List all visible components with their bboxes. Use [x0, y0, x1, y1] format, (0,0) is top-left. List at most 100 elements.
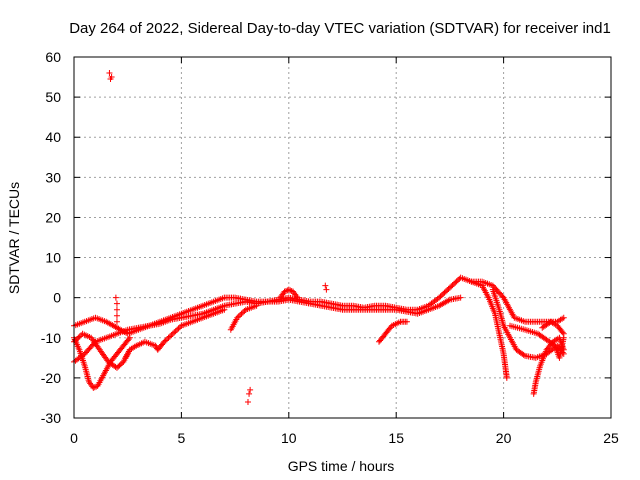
x-tick-label: 25	[603, 430, 619, 446]
data-point	[282, 287, 289, 294]
series-bump-10	[277, 286, 301, 301]
series-lower-trail	[122, 306, 228, 361]
data-point	[113, 318, 120, 325]
data-point	[503, 374, 510, 381]
data-point	[172, 328, 179, 335]
grid	[73, 56, 612, 419]
data-point	[457, 294, 464, 301]
y-tick-label: 0	[53, 290, 61, 306]
data-point	[453, 278, 460, 285]
y-tick-label: 50	[45, 89, 61, 105]
data-point	[437, 293, 444, 300]
data-point	[161, 338, 168, 345]
data-point	[108, 74, 115, 81]
data-point	[322, 282, 329, 289]
data-point	[445, 285, 452, 292]
x-tick-label: 10	[281, 430, 297, 446]
data-point	[160, 340, 167, 347]
data-point	[246, 390, 253, 397]
data-point	[452, 279, 459, 286]
data-point	[499, 293, 506, 300]
data-point	[239, 309, 246, 316]
data-point	[165, 334, 172, 341]
tick-labels: 0 5 10 15 20 25 -30 -20 -10 0 10 20 30 40 50 60	[41, 49, 619, 446]
data-point	[235, 313, 242, 320]
data-point	[287, 287, 294, 294]
data-point	[253, 302, 260, 309]
data-point	[244, 398, 251, 405]
x-tick-label: 15	[388, 430, 404, 446]
data-point	[169, 330, 176, 337]
data-point	[446, 284, 453, 291]
data-point	[440, 290, 447, 297]
data-point	[73, 336, 80, 343]
series-dip-7	[227, 302, 260, 333]
data-point	[91, 384, 98, 391]
data-point	[162, 337, 169, 344]
data-point	[241, 308, 248, 315]
x-tick-label: 0	[70, 430, 78, 446]
series-lower-band	[71, 294, 464, 365]
data-point	[560, 314, 567, 321]
y-tick-label: 10	[45, 250, 61, 266]
data-point	[454, 277, 461, 284]
series-upper-right	[539, 318, 567, 337]
chart-title: Day 264 of 2022, Sidereal Day-to-day VTE…	[69, 20, 611, 37]
y-tick-label: 30	[45, 169, 61, 185]
data-point	[90, 384, 97, 391]
y-tick-label: -30	[41, 410, 61, 426]
data-points	[71, 70, 567, 405]
data-point	[125, 336, 132, 343]
data-point	[450, 280, 457, 287]
data-point	[113, 324, 120, 331]
data-point	[76, 333, 83, 340]
data-point	[113, 300, 120, 307]
data-point	[247, 386, 254, 393]
series-right-arc	[507, 322, 567, 361]
y-tick-label: 20	[45, 209, 61, 225]
data-point	[106, 70, 113, 77]
plot-frame	[73, 56, 612, 419]
data-point	[285, 286, 292, 293]
data-point	[234, 314, 241, 321]
data-point	[164, 336, 171, 343]
data-point	[323, 286, 330, 293]
y-tick-label: 40	[45, 129, 61, 145]
data-point	[221, 306, 228, 313]
data-point	[126, 334, 133, 341]
data-point	[442, 288, 449, 295]
data-point	[559, 329, 566, 336]
y-tick-label: -20	[41, 370, 61, 386]
data-point	[449, 282, 456, 289]
data-point	[281, 288, 288, 295]
x-tick-label: 5	[178, 430, 186, 446]
data-point	[403, 318, 410, 325]
data-point	[168, 332, 175, 339]
data-point	[438, 292, 445, 299]
x-tick-label: 20	[496, 430, 512, 446]
data-point	[112, 294, 119, 301]
data-point	[444, 287, 451, 294]
data-point	[441, 289, 448, 296]
series-outliers	[106, 70, 330, 405]
data-point	[176, 324, 183, 331]
data-point	[72, 337, 79, 344]
y-tick-label: 60	[45, 49, 61, 65]
y-tick-label: -10	[41, 330, 61, 346]
data-point	[166, 333, 173, 340]
data-point	[113, 312, 120, 319]
data-point	[113, 306, 120, 313]
series-branch-14	[376, 318, 410, 345]
data-point	[175, 325, 182, 332]
data-point	[238, 310, 245, 317]
data-point	[560, 330, 567, 337]
data-point	[294, 294, 301, 301]
data-point	[237, 312, 244, 319]
series-dip-arc	[71, 334, 133, 391]
data-point	[448, 283, 455, 290]
data-point	[520, 351, 527, 358]
x-axis-label: GPS time / hours	[288, 458, 395, 474]
data-point	[75, 334, 82, 341]
y-axis-label: SDTVAR / TECUs	[6, 182, 22, 294]
